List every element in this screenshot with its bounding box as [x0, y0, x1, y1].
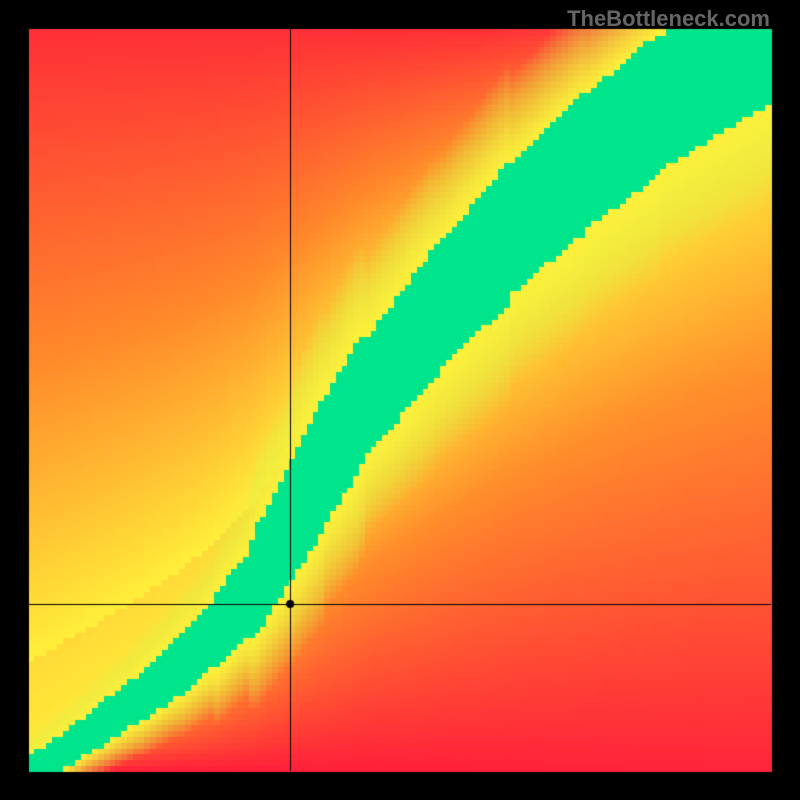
bottleneck-heatmap: [0, 0, 800, 800]
watermark-text: TheBottleneck.com: [567, 6, 770, 32]
